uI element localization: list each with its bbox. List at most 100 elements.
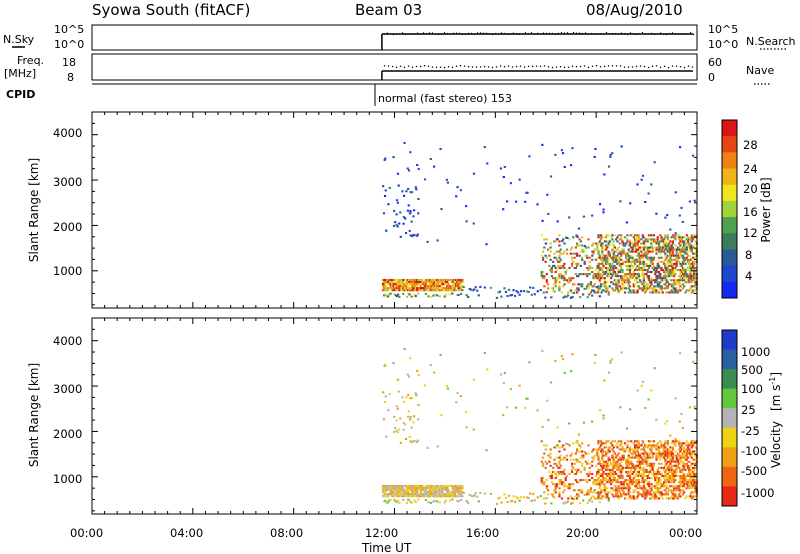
heatmap-cell <box>668 246 671 249</box>
heatmap-cell <box>407 285 410 288</box>
heatmap-cell <box>415 287 419 290</box>
heatmap-cell <box>626 234 629 237</box>
heatmap-cell <box>604 246 608 249</box>
heatmap-cell <box>599 491 603 494</box>
heatmap-cell <box>615 462 618 465</box>
heatmap-cell <box>418 278 421 282</box>
heatmap-cell <box>617 291 620 294</box>
heatmap-cell <box>656 481 659 484</box>
heatmap-cell <box>666 472 669 475</box>
heatmap-cell <box>617 495 620 498</box>
heatmap-cell <box>604 446 608 449</box>
heatmap-cell <box>616 275 619 278</box>
heatmap-cell <box>572 236 575 239</box>
heatmap-cell <box>681 283 685 286</box>
heatmap-cell <box>549 477 552 480</box>
heatmap-cell <box>599 242 603 245</box>
nsearch-point <box>527 33 530 35</box>
heatmap-cell <box>572 442 575 445</box>
heatmap-cell <box>673 289 676 292</box>
heatmap-cell <box>637 456 640 459</box>
heatmap-cell <box>652 464 656 467</box>
heatmap-cell <box>410 285 414 288</box>
heatmap-cell <box>607 497 610 500</box>
heatmap-cell <box>642 491 646 494</box>
nsky-series <box>381 32 695 50</box>
nave-point <box>407 65 410 67</box>
heatmap-cell <box>621 456 624 459</box>
heatmap-cell <box>635 238 638 241</box>
heatmap-cell <box>683 266 686 269</box>
heatmap-cell <box>385 495 388 498</box>
heatmap-cell <box>669 446 672 449</box>
heatmap-cell <box>689 248 692 251</box>
heatmap-cell <box>656 283 659 286</box>
heatmap-cell <box>410 501 414 504</box>
heatmap-cell <box>399 281 402 284</box>
heatmap-cell <box>399 491 402 494</box>
heatmap-cell <box>413 495 416 498</box>
heatmap-cell <box>558 277 561 280</box>
heatmap-cell <box>455 487 458 490</box>
heatmap-cell <box>685 250 688 253</box>
heatmap-cell <box>597 456 600 459</box>
heatmap-cell <box>587 493 590 496</box>
nsearch-point <box>554 33 557 36</box>
heatmap-cell <box>403 400 406 403</box>
heatmap-cell <box>604 285 608 288</box>
heatmap-cell <box>429 484 432 488</box>
heatmap-cell <box>565 474 569 478</box>
heatmap-cell <box>612 472 615 475</box>
nsearch-point <box>464 33 467 35</box>
heatmap-cell <box>688 479 691 482</box>
heatmap-cell <box>568 483 571 486</box>
heatmap-cell <box>391 281 395 284</box>
heatmap-cell <box>626 472 629 475</box>
heatmap-cell <box>448 495 451 498</box>
heatmap-cell <box>645 262 648 265</box>
heatmap-cell <box>604 262 608 265</box>
heatmap-cell <box>660 266 663 269</box>
heatmap-cell <box>686 460 690 463</box>
heatmap-cell <box>592 277 595 280</box>
nsearch-point <box>650 32 653 34</box>
heatmap-cell <box>618 285 622 288</box>
heatmap-cell <box>685 458 688 461</box>
heatmap-cell <box>403 283 406 286</box>
heatmap-cell <box>512 495 515 498</box>
heatmap-cell <box>592 448 595 451</box>
heatmap-cell <box>612 477 615 480</box>
heatmap-cell <box>645 460 648 463</box>
heatmap-cell <box>676 497 680 500</box>
heatmap-cell <box>660 236 663 239</box>
heatmap-cell <box>625 448 628 451</box>
heatmap-cell <box>389 493 392 496</box>
heatmap-cell <box>633 446 637 449</box>
heatmap-cell <box>601 252 604 255</box>
heatmap-cell <box>458 484 461 488</box>
heatmap-cell <box>612 460 615 463</box>
heatmap-cell <box>622 244 625 247</box>
heatmap-cell <box>602 450 605 453</box>
nsearch-point <box>491 33 494 36</box>
heatmap-cell <box>554 462 557 465</box>
heatmap-cell <box>641 489 644 492</box>
heatmap-cell <box>594 258 598 261</box>
heatmap-cell <box>398 287 401 290</box>
heatmap-cell <box>606 268 609 272</box>
heatmap-cell <box>622 491 625 494</box>
heatmap-cell <box>424 292 427 295</box>
heatmap-cell <box>565 268 569 272</box>
heatmap-cell <box>603 279 606 282</box>
heatmap-cell <box>602 417 605 420</box>
heatmap-cell <box>433 487 436 490</box>
heatmap-cell <box>426 484 429 488</box>
heatmap-cell <box>632 464 635 467</box>
heatmap-cell <box>651 291 654 294</box>
heatmap-cell <box>664 472 667 475</box>
heatmap-cell <box>651 262 654 265</box>
power-y-tick-3000: 3000 <box>53 175 82 189</box>
heatmap-cell <box>610 266 613 269</box>
heatmap-cell <box>621 279 624 282</box>
heatmap-cell <box>633 250 637 253</box>
